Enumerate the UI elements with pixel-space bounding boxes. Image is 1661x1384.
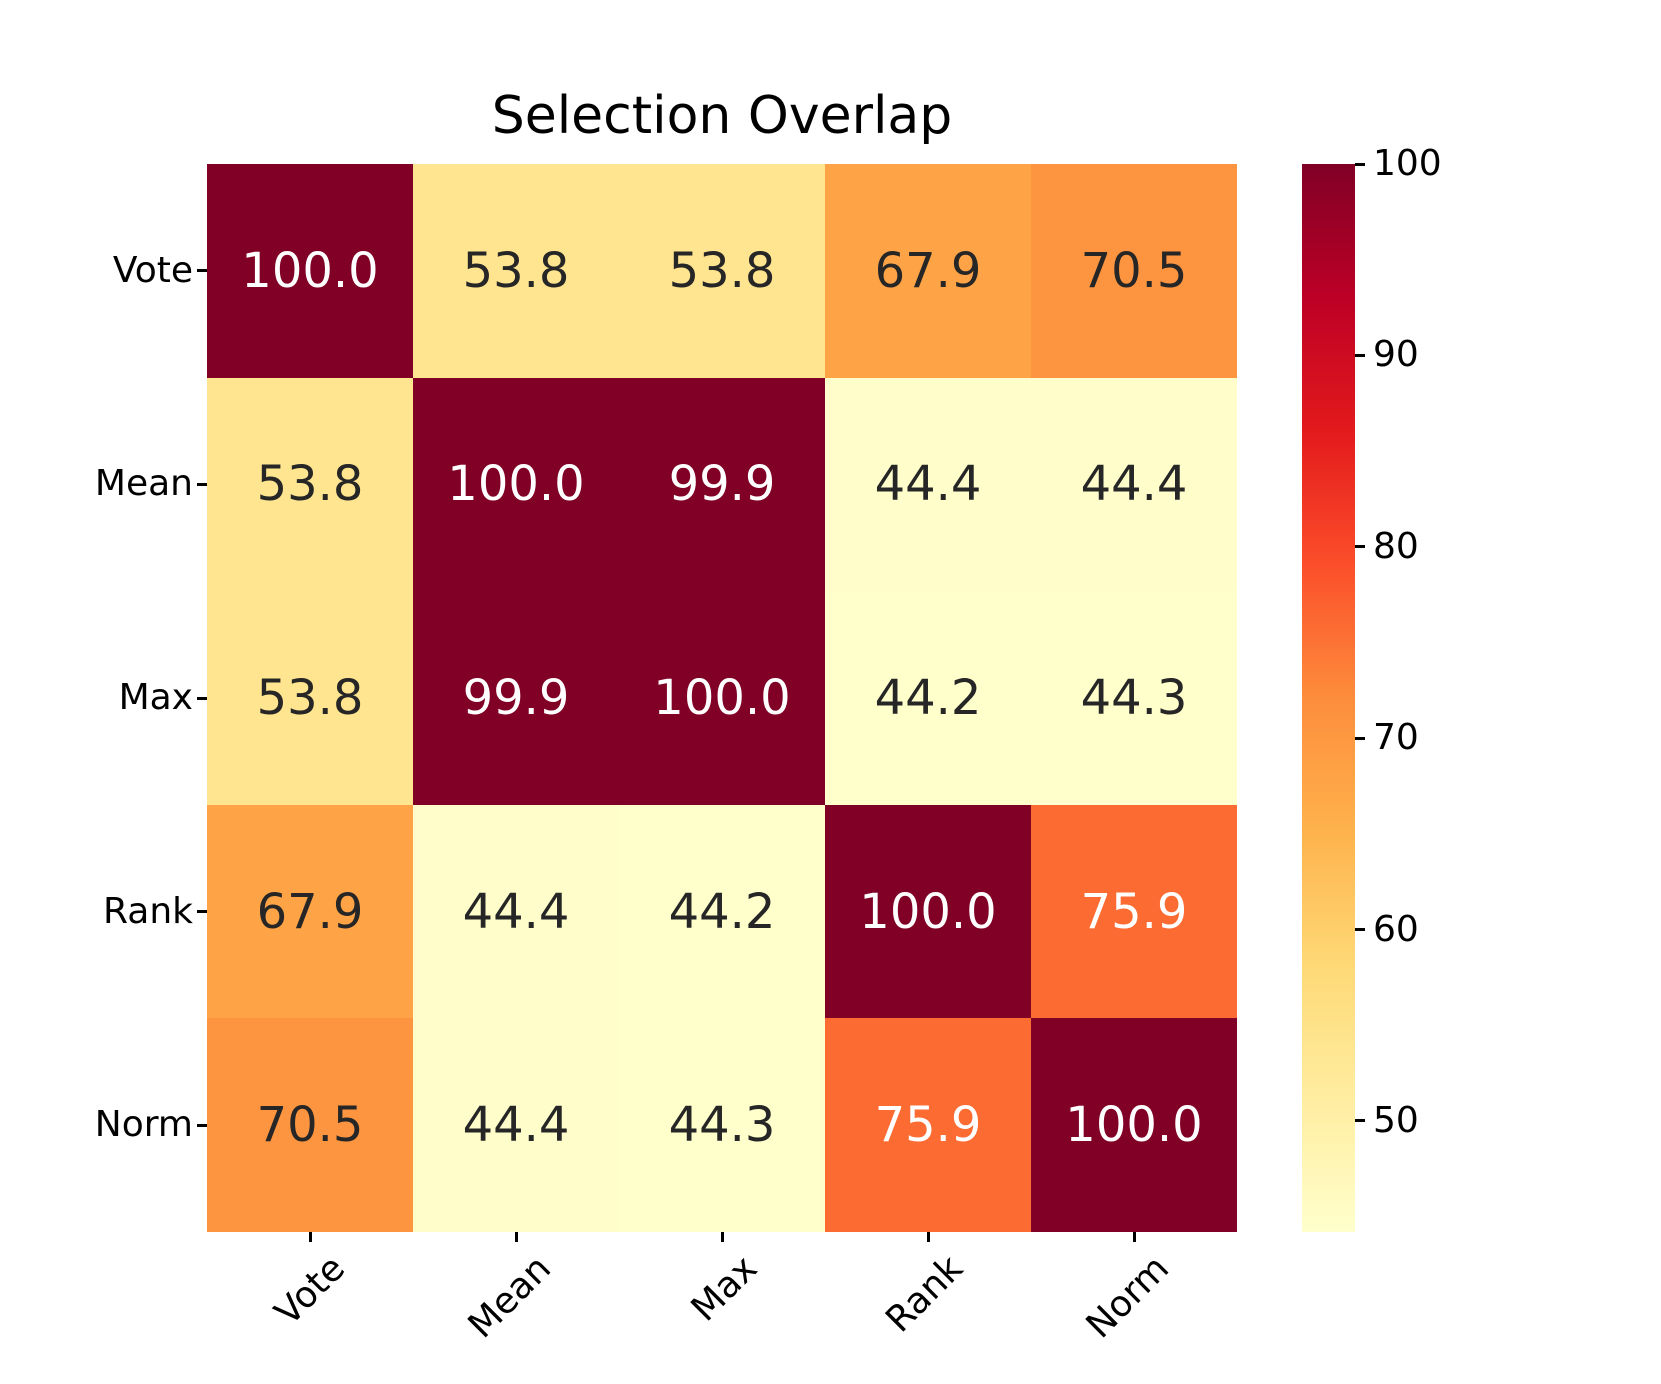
x-tick-label: Vote bbox=[267, 1247, 353, 1334]
heatmap-cell: 44.2 bbox=[619, 804, 825, 1019]
colorbar-tick-label: 70 bbox=[1373, 717, 1419, 759]
heatmap-cell: 67.9 bbox=[207, 804, 413, 1019]
heatmap-cell: 100.0 bbox=[413, 377, 619, 592]
heatmap-cell: 53.8 bbox=[619, 164, 825, 378]
heatmap-cell: 53.8 bbox=[207, 591, 413, 805]
x-tick-mark bbox=[720, 1232, 724, 1242]
heatmap-cell: 70.5 bbox=[1031, 164, 1237, 378]
colorbar-tick-mark bbox=[1355, 353, 1365, 357]
colorbar bbox=[1302, 164, 1355, 1232]
colorbar-tick-label: 90 bbox=[1373, 334, 1419, 376]
x-tick-mark bbox=[926, 1232, 930, 1242]
x-tick-label: Norm bbox=[1078, 1247, 1177, 1347]
heatmap-cell: 44.4 bbox=[825, 377, 1031, 592]
y-tick-label: Mean bbox=[94, 463, 193, 505]
heatmap-cell: 44.4 bbox=[1031, 377, 1237, 592]
heatmap-cell: 44.3 bbox=[1031, 591, 1237, 805]
x-tick-mark bbox=[514, 1232, 518, 1242]
colorbar-tick-mark bbox=[1355, 545, 1365, 549]
heatmap-grid: 100.0 53.8 53.8 67.9 70.5 53.8 100.0 99.9 44.4 44… bbox=[207, 164, 1237, 1232]
heatmap-cell: 44.2 bbox=[825, 591, 1031, 805]
y-tick-mark bbox=[197, 1123, 207, 1127]
heatmap-cell: 99.9 bbox=[619, 377, 825, 592]
y-tick-mark bbox=[197, 269, 207, 273]
y-tick-mark bbox=[197, 696, 207, 700]
heatmap-cell: 99.9 bbox=[413, 591, 619, 805]
colorbar-tick-label: 80 bbox=[1373, 525, 1419, 567]
heatmap-cell: 75.9 bbox=[825, 1018, 1031, 1232]
colorbar-tick-label: 100 bbox=[1373, 143, 1442, 184]
colorbar-tick-mark bbox=[1355, 162, 1365, 166]
x-tick-mark bbox=[1132, 1232, 1136, 1242]
y-tick-label: Rank bbox=[103, 890, 193, 932]
heatmap-cell: 44.3 bbox=[619, 1018, 825, 1232]
y-tick-mark bbox=[197, 910, 207, 914]
heatmap-cell: 100.0 bbox=[825, 804, 1031, 1019]
heatmap-cell: 70.5 bbox=[207, 1018, 413, 1232]
heatmap-cell: 44.4 bbox=[413, 1018, 619, 1232]
colorbar-tick-label: 60 bbox=[1373, 908, 1419, 950]
heatmap-cell: 75.9 bbox=[1031, 804, 1237, 1019]
heatmap-cell: 53.8 bbox=[413, 164, 619, 378]
heatmap-cell: 67.9 bbox=[825, 164, 1031, 378]
y-tick-label: Norm bbox=[94, 1104, 193, 1146]
heatmap-cell: 100.0 bbox=[207, 164, 413, 378]
y-tick-label: Vote bbox=[112, 249, 193, 291]
heatmap-cell: 100.0 bbox=[619, 591, 825, 805]
heatmap-cell: 100.0 bbox=[1031, 1018, 1237, 1232]
x-tick-label: Mean bbox=[460, 1247, 559, 1347]
colorbar-tick-label: 50 bbox=[1373, 1099, 1419, 1141]
x-tick-label: Max bbox=[683, 1247, 765, 1330]
heatmap-cell: 44.4 bbox=[413, 804, 619, 1019]
chart-title: Selection Overlap bbox=[491, 86, 953, 146]
y-tick-mark bbox=[197, 482, 207, 486]
colorbar-tick-mark bbox=[1355, 928, 1365, 932]
y-tick-label: Max bbox=[118, 677, 193, 718]
x-tick-label: Rank bbox=[878, 1247, 971, 1341]
heatmap-cell: 53.8 bbox=[207, 377, 413, 592]
x-tick-mark bbox=[308, 1232, 312, 1242]
colorbar-tick-mark bbox=[1355, 1119, 1365, 1123]
colorbar-tick-mark bbox=[1355, 736, 1365, 740]
